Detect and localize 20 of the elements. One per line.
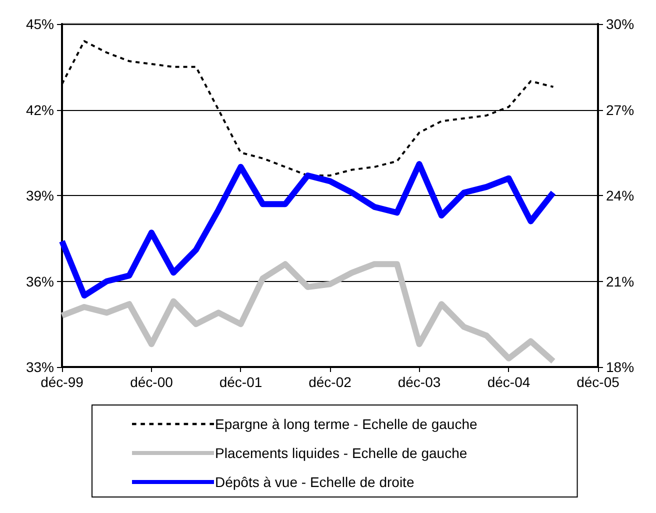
y2-tick-label: 21% [606,273,634,290]
x-tick-label: déc-99 [40,374,84,390]
y-tick-label: 33% [26,359,54,375]
y2-tick-label: 27% [606,102,634,118]
x-tick-label: déc-03 [398,374,441,390]
legend-label: Epargne à long terme - Echelle de gauche [215,416,478,432]
y2-tick-label: 18% [606,359,634,375]
x-tick-label: déc-05 [576,374,620,390]
y-tick-label: 45% [26,16,54,32]
y2-tick-label: 30% [606,16,634,32]
y-tick-label: 42% [26,102,54,118]
y-tick-label: 36% [26,273,54,290]
x-tick-label: déc-01 [219,374,262,390]
y-tick-label: 39% [26,188,54,204]
legend-label: Placements liquides - Echelle de gauche [215,445,468,461]
x-tick-label: déc-02 [308,374,352,390]
x-tick-label: déc-04 [487,374,530,390]
legend-label: Dépôts à vue - Echelle de droite [215,474,414,490]
x-tick-label: déc-00 [130,374,174,390]
y2-tick-label: 24% [606,188,634,204]
